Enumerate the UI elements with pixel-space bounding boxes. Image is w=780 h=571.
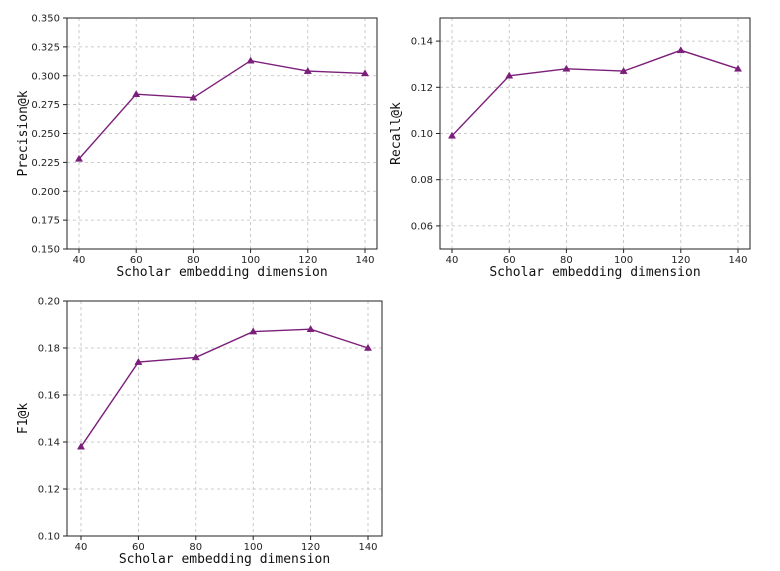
x-tick-label: 120 — [671, 255, 690, 266]
x-axis-label: Scholar embedding dimension — [116, 265, 327, 280]
x-tick-label: 40 — [73, 255, 86, 266]
y-tick-label: 0.250 — [31, 129, 60, 140]
x-tick-label: 120 — [301, 542, 320, 553]
y-tick-label: 0.06 — [411, 221, 433, 232]
y-tick-label: 0.10 — [411, 129, 433, 140]
x-tick-label: 60 — [130, 255, 143, 266]
data-point-triangle — [134, 358, 143, 365]
x-tick-label: 120 — [298, 255, 317, 266]
x-tick-label: 60 — [132, 542, 145, 553]
y-tick-label: 0.20 — [38, 297, 60, 308]
y-axis-label: Precision@k — [16, 90, 31, 176]
y-tick-label: 0.300 — [31, 71, 60, 82]
y-tick-label: 0.175 — [31, 216, 60, 227]
series-line — [80, 328, 369, 448]
x-tick-label: 100 — [241, 255, 260, 266]
y-tick-label: 0.275 — [31, 100, 60, 111]
data-point-triangle — [505, 71, 514, 79]
y-tick-label: 0.150 — [31, 245, 60, 256]
data-point-triangle — [360, 69, 370, 77]
y-tick-label: 0.14 — [38, 438, 60, 449]
y-tick-label: 0.16 — [38, 391, 60, 402]
x-tick-label: 140 — [358, 542, 377, 553]
data-point-triangle — [306, 325, 315, 332]
data-point-triangle — [132, 90, 141, 97]
series-line — [78, 59, 366, 160]
x-tick-label: 140 — [355, 255, 374, 266]
data-point-triangle — [189, 93, 198, 101]
y-tick-label: 0.12 — [411, 83, 433, 94]
data-point-triangle — [246, 56, 255, 64]
series-line — [451, 49, 739, 137]
x-tick-label: 100 — [244, 542, 263, 553]
data-point-triangle — [562, 64, 571, 72]
x-tick-label: 80 — [560, 255, 573, 266]
plot-frame — [66, 17, 378, 250]
data-point-triangle — [363, 343, 373, 351]
y-tick-label: 0.200 — [31, 187, 60, 198]
plot-frame — [439, 17, 751, 250]
data-point-triangle — [676, 46, 685, 54]
y-tick-label: 0.225 — [31, 158, 60, 169]
data-point-triangle — [733, 64, 743, 72]
x-tick-label: 80 — [187, 255, 200, 266]
plot-frame — [66, 300, 383, 537]
data-point-triangle — [303, 67, 312, 74]
y-tick-label: 0.14 — [411, 37, 433, 48]
chart-panel-2: 0.06 0.08 0.10 0.12 0.14 40 60 80 100 120 140 Schol… — [389, 17, 751, 280]
data-point-triangle — [447, 131, 457, 139]
y-tick-label: 0.18 — [38, 344, 60, 355]
x-tick-label: 80 — [189, 542, 202, 553]
y-tick-label: 0.10 — [38, 532, 60, 543]
y-tick-label: 0.325 — [31, 42, 60, 53]
y-axis-label: Recall@k — [389, 102, 404, 165]
data-point-triangle — [74, 154, 84, 162]
x-tick-label: 40 — [75, 542, 88, 553]
chart-panel-3: 0.10 0.12 0.14 0.16 0.18 0.20 40 60 80 100 120 140 S… — [16, 297, 383, 567]
y-tick-label: 0.350 — [31, 14, 60, 25]
x-tick-label: 60 — [503, 255, 516, 266]
y-tick-label: 0.08 — [411, 175, 433, 186]
chart-panel-1: 0.150 0.175 0.200 0.225 0.250 0.275 0.300 0.325… — [16, 14, 378, 280]
y-tick-label: 0.12 — [38, 485, 60, 496]
data-point-triangle — [76, 442, 86, 450]
x-axis-label: Scholar embedding dimension — [489, 265, 700, 280]
x-tick-label: 140 — [728, 255, 747, 266]
x-axis-label: Scholar embedding dimension — [119, 552, 330, 567]
data-point-triangle — [191, 353, 200, 361]
x-tick-label: 100 — [614, 255, 633, 266]
data-point-triangle — [249, 327, 258, 335]
x-tick-label: 40 — [446, 255, 459, 266]
y-axis-label: F1@k — [16, 403, 31, 434]
data-point-triangle — [619, 67, 628, 74]
